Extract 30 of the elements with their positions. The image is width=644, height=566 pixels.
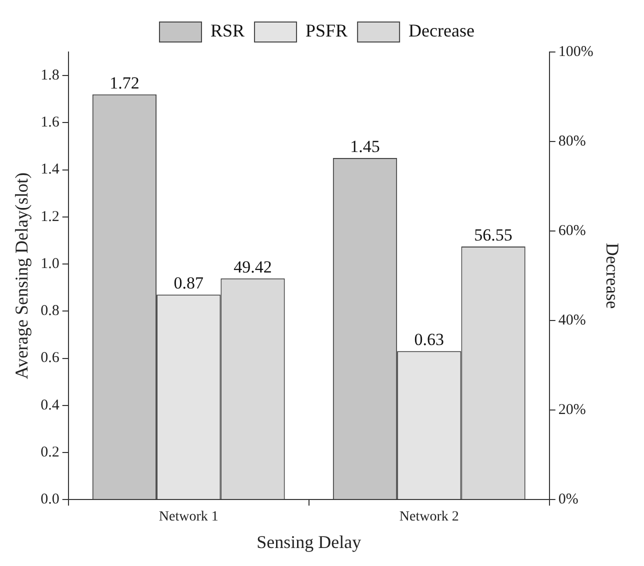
y-tick-label: 0.8 <box>40 303 60 320</box>
y2-tick-label: 40% <box>558 312 586 328</box>
y-tick-label: 0.6 <box>40 350 60 366</box>
y-tick-label: 1.4 <box>40 162 60 178</box>
y2-tick-label: 20% <box>558 402 586 418</box>
y2-axis-title: Decrease <box>602 242 622 309</box>
data-label: 49.42 <box>234 257 272 276</box>
legend-label: RSR <box>210 20 245 41</box>
data-label: 56.55 <box>474 225 512 244</box>
x-tick-label: Network 2 <box>399 510 459 525</box>
data-label: 0.87 <box>174 274 204 293</box>
y2-tick-label: 0% <box>558 492 578 508</box>
data-label: 0.63 <box>414 330 444 350</box>
data-label: 1.72 <box>110 73 140 92</box>
y2-tick-label: 80% <box>558 133 586 150</box>
x-tick-label: Network 1 <box>158 510 218 525</box>
y-tick-label: 1.2 <box>40 208 60 225</box>
y-tick-label: 0.2 <box>40 444 60 460</box>
y-tick-label: 0.0 <box>40 492 60 508</box>
y-tick-label: 0.4 <box>40 397 60 414</box>
y2-tick-label: 100% <box>558 44 594 60</box>
y-tick-label: 1.6 <box>40 114 60 131</box>
legend-label: Decrease <box>408 20 475 41</box>
y-tick-label: 1.0 <box>40 256 60 272</box>
y-tick-label: 1.8 <box>40 67 60 84</box>
data-label: 1.45 <box>350 136 380 156</box>
y2-tick-label: 60% <box>558 222 586 239</box>
y-axis-title: Average Sensing Delay(slot) <box>12 172 32 380</box>
x-axis-title: Sensing Delay <box>256 532 362 552</box>
legend-label: PSFR <box>306 20 348 41</box>
